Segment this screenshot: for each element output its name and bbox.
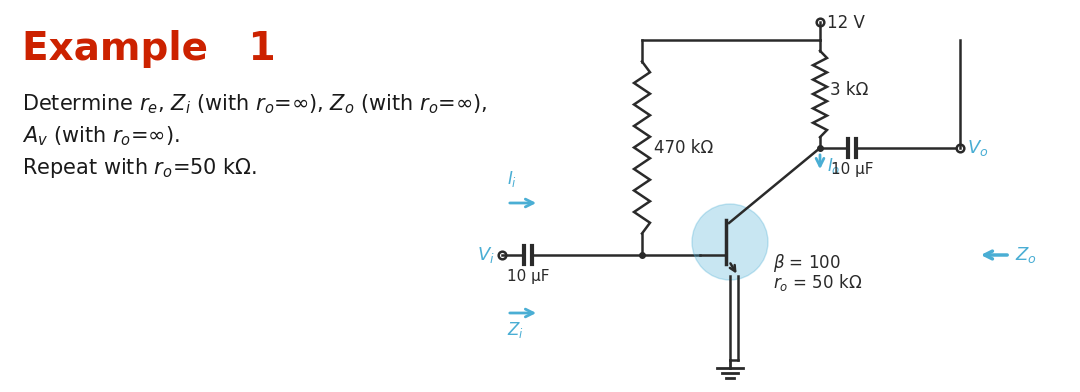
Text: $A_v$ (with $r_o$=$\infty$).: $A_v$ (with $r_o$=$\infty$). — [22, 124, 180, 148]
Text: 10 μF: 10 μF — [831, 162, 874, 177]
Text: $Z_i$: $Z_i$ — [507, 320, 524, 340]
Text: 12 V: 12 V — [827, 14, 865, 32]
Text: $I_o$: $I_o$ — [827, 156, 840, 176]
Text: Determine $r_e$, $Z_i$ (with $r_o$=$\infty$), $Z_o$ (with $r_o$=$\infty$),: Determine $r_e$, $Z_i$ (with $r_o$=$\inf… — [22, 92, 487, 116]
Text: 3 kΩ: 3 kΩ — [831, 81, 868, 99]
Text: 10 μF: 10 μF — [507, 269, 550, 284]
Circle shape — [692, 204, 768, 280]
Text: $r_o$ = 50 k$\Omega$: $r_o$ = 50 k$\Omega$ — [773, 272, 862, 293]
Text: $V_i$: $V_i$ — [477, 245, 495, 265]
Text: $I_i$: $I_i$ — [507, 169, 517, 189]
Text: $V_o$: $V_o$ — [967, 138, 988, 158]
Text: $Z_o$: $Z_o$ — [1015, 245, 1037, 265]
Text: Repeat with $r_o$=50 k$\Omega$.: Repeat with $r_o$=50 k$\Omega$. — [22, 156, 257, 180]
Text: $\beta$ = 100: $\beta$ = 100 — [773, 252, 840, 274]
Text: 470 kΩ: 470 kΩ — [654, 138, 713, 156]
Text: Example   1: Example 1 — [22, 30, 275, 68]
